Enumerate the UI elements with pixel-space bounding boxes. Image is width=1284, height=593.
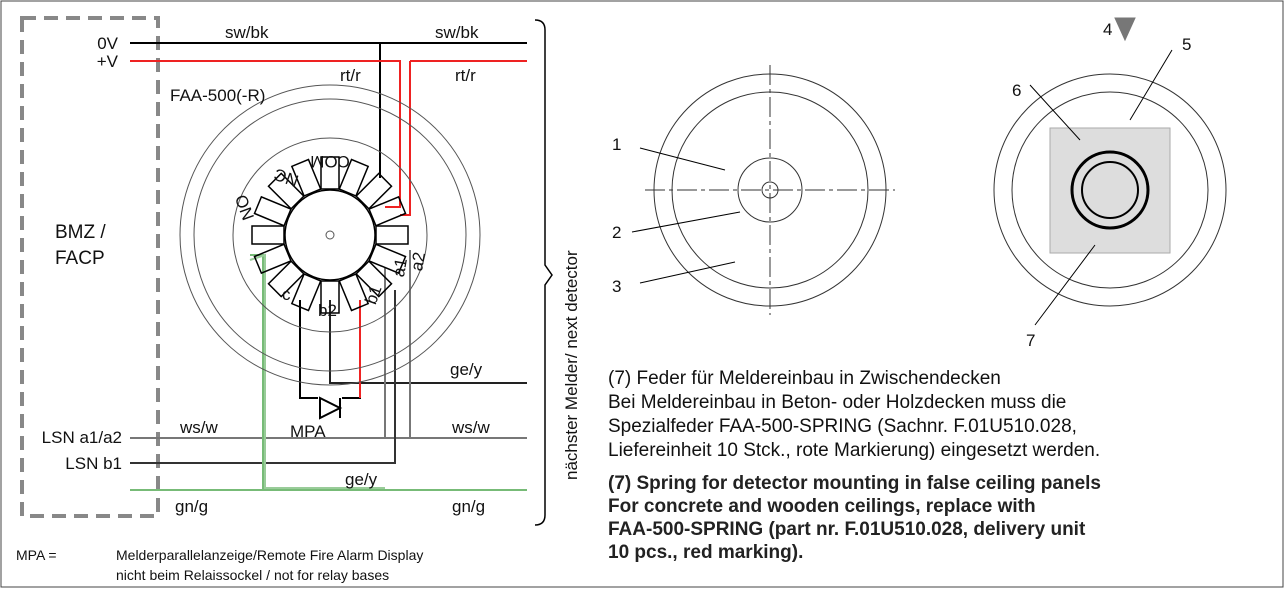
label: a2 — [407, 251, 429, 273]
note-de: Liefereinheit 10 Stck., rote Markierung)… — [608, 440, 1100, 461]
detector-base — [179, 84, 481, 386]
note-en: For concrete and wooden ceilings, replac… — [608, 496, 1036, 517]
diode — [319, 396, 343, 420]
petal — [320, 280, 340, 314]
label: ws/w — [179, 418, 219, 437]
note-en: (7) Spring for detector mounting in fals… — [608, 473, 1101, 494]
petal — [368, 195, 407, 227]
panel-label: BMZ / — [55, 222, 106, 243]
label: rt/r — [340, 66, 361, 85]
label: NO — [232, 192, 259, 222]
label: b1 — [361, 283, 385, 307]
callout: 3 — [612, 277, 621, 296]
label: MPA = — [16, 547, 57, 563]
label: a1 — [389, 257, 411, 279]
label: gn/g — [175, 497, 208, 516]
note-de: Spezialfeder FAA-500-SPRING (Sachnr. F.0… — [608, 416, 1077, 437]
petal — [267, 172, 305, 210]
petal — [251, 225, 285, 245]
label: NC — [271, 164, 301, 190]
petal — [355, 172, 393, 210]
petal — [290, 158, 322, 197]
label: sw/bk — [225, 23, 269, 42]
petal — [320, 156, 340, 190]
label: ge/y — [345, 470, 378, 489]
petal — [338, 273, 370, 312]
panel-box — [20, 16, 160, 518]
label: COM — [310, 152, 350, 171]
panel-label: FACP — [55, 248, 105, 269]
label: LSN b1 — [65, 454, 122, 473]
label: ws/w — [451, 418, 491, 437]
petal — [290, 273, 322, 312]
base-label: FAA-500(-R) — [170, 86, 265, 105]
petal — [368, 243, 407, 275]
callout: 4 — [1103, 20, 1112, 39]
note-de: (7) Feder für Meldereinbau in Zwischende… — [608, 368, 1001, 389]
petal — [338, 158, 370, 197]
contact: b2 — [318, 301, 337, 320]
label: sw/bk — [435, 23, 479, 42]
note-en: 10 pcs., red marking). — [608, 542, 803, 563]
label: LSN a1/a2 — [42, 428, 122, 447]
label: Melderparallelanzeige/Remote Fire Alarm … — [116, 547, 423, 563]
callout: 7 — [1026, 331, 1035, 350]
note-de: Bei Meldereinbau in Beton- oder Holzdeck… — [608, 392, 1066, 413]
label: nicht beim Relaissockel / not for relay … — [116, 567, 389, 583]
callout: 5 — [1182, 35, 1191, 54]
petal — [267, 260, 305, 298]
label: gn/g — [452, 497, 485, 516]
note-en: FAA-500-SPRING (part nr. F.01U510.028, d… — [608, 519, 1086, 540]
petal — [355, 260, 393, 298]
callout: 1 — [612, 135, 621, 154]
label: c — [282, 285, 291, 304]
petal — [253, 195, 292, 227]
wires — [130, 19, 553, 526]
label: +V — [97, 52, 119, 71]
label: 0V — [97, 34, 118, 53]
label: MPA — [290, 422, 326, 441]
label: ge/y — [450, 360, 483, 379]
petal — [253, 243, 292, 275]
detector-views — [631, 17, 1227, 326]
contact-petals — [251, 156, 409, 314]
petal — [375, 225, 409, 245]
label: nächster Melder/ next detector — [562, 250, 581, 480]
callout: 2 — [612, 223, 621, 242]
label: rt/r — [455, 66, 476, 85]
callout: 6 — [1012, 81, 1021, 100]
